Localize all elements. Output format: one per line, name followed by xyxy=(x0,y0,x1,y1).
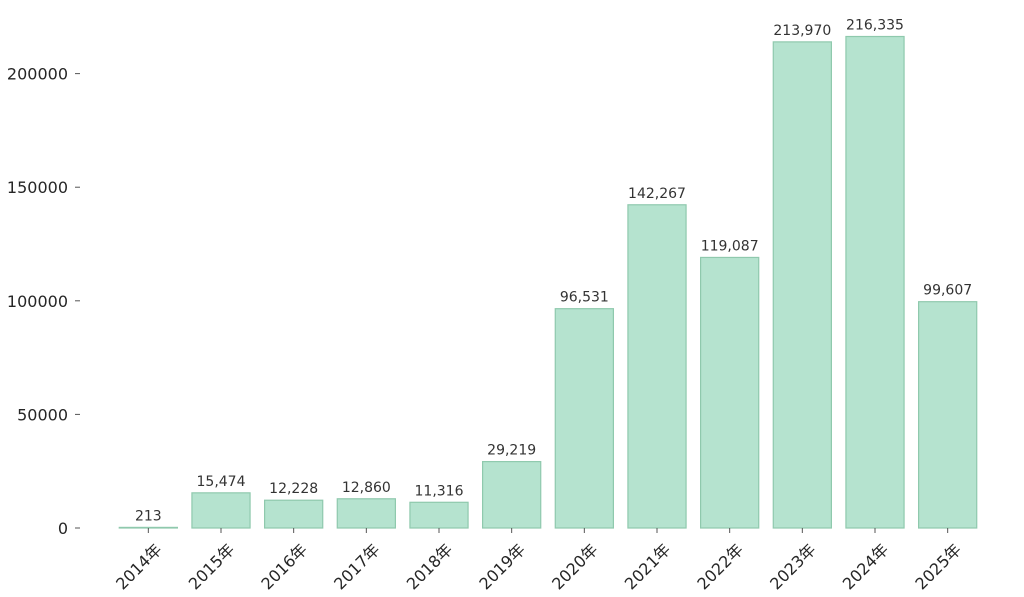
x-axis: 2014年 2015年 2016年 2017年 2018年 2019年 2020年 2021年… xyxy=(112,528,965,593)
x-tick-label: 2021年 xyxy=(621,540,675,594)
data-label: 11,316 xyxy=(415,483,464,499)
data-label: 29,219 xyxy=(487,443,536,459)
bar-2017年 xyxy=(336,498,396,529)
bar-2020年 xyxy=(554,308,614,529)
data-label: 12,228 xyxy=(269,481,318,497)
data-label: 216,335 xyxy=(846,18,904,34)
y-tick-label: 200000 xyxy=(7,65,68,84)
bar-2024年 xyxy=(845,35,905,529)
x-tick-label: 2016年 xyxy=(257,540,311,594)
bar-2021年 xyxy=(627,204,687,529)
y-tick-label: 50000 xyxy=(17,405,68,424)
x-tick-label: 2020年 xyxy=(548,540,602,594)
data-label: 142,267 xyxy=(628,186,686,202)
x-tick-label: 2023年 xyxy=(766,540,820,594)
data-label: 15,474 xyxy=(197,474,246,490)
y-tick-label: 100000 xyxy=(7,292,68,311)
data-label: 119,087 xyxy=(701,238,759,254)
x-tick-label: 2025年 xyxy=(911,540,965,594)
x-tick-label: 2024年 xyxy=(839,540,893,594)
bar-2015年 xyxy=(191,492,251,529)
bar-series xyxy=(118,35,978,529)
x-tick-label: 2017年 xyxy=(330,540,384,594)
bar-2019年 xyxy=(482,461,542,529)
bar-2025年 xyxy=(917,301,978,529)
data-label: 213,970 xyxy=(773,23,831,39)
bar-2018年 xyxy=(409,501,469,529)
x-tick-label: 2014年 xyxy=(112,540,166,594)
bar-2014年 xyxy=(118,526,179,529)
bar-2023年 xyxy=(772,41,832,529)
x-tick-label: 2018年 xyxy=(403,540,457,594)
data-label: 12,860 xyxy=(342,480,391,496)
y-tick-label: 150000 xyxy=(7,178,68,197)
x-tick-label: 2022年 xyxy=(693,540,747,594)
data-labels: 213 15,474 12,228 12,860 11,316 29,219 96,531 1… xyxy=(135,18,972,525)
x-tick-label: 2015年 xyxy=(185,540,239,594)
y-tick-label: 0 xyxy=(58,519,68,538)
x-tick-label: 2019年 xyxy=(475,540,529,594)
bar-2022年 xyxy=(699,256,760,529)
bar-2016年 xyxy=(264,499,324,529)
data-label: 99,607 xyxy=(923,283,972,299)
y-axis: 0 50000 100000 150000 200000 xyxy=(7,65,80,538)
data-label: 96,531 xyxy=(560,290,609,306)
data-label: 213 xyxy=(135,508,162,524)
